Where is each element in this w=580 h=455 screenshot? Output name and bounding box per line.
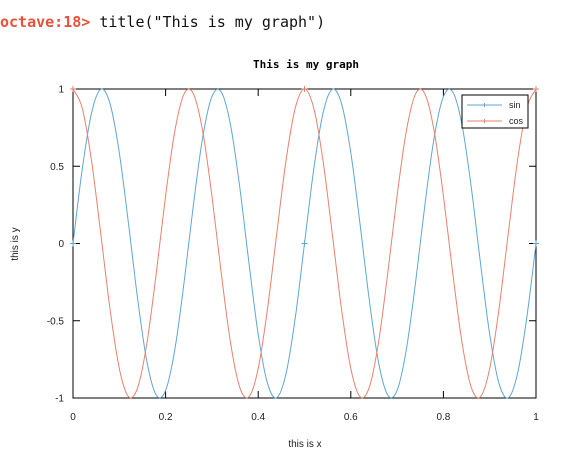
y-tick-label-0: -1 bbox=[55, 394, 64, 405]
y-tick-label-1: -0.5 bbox=[47, 316, 65, 327]
plot-area: 0 0.2 0.4 0.6 0.8 1 -1 -0.5 0 0.5 1 bbox=[47, 85, 539, 424]
console-command: title("This is my graph") bbox=[99, 13, 326, 31]
x-tick-label-5: 1 bbox=[533, 412, 539, 423]
x-axis-label: this is x bbox=[288, 439, 321, 450]
console-prompt: octave:18> bbox=[0, 13, 91, 31]
x-tick-label-0: 0 bbox=[70, 412, 76, 423]
chart-title: This is my graph bbox=[253, 58, 359, 71]
legend-label-sin: sin bbox=[509, 100, 521, 110]
x-tick-label-1: 0.2 bbox=[159, 412, 173, 423]
y-tick-label-4: 1 bbox=[58, 85, 64, 96]
legend-box bbox=[461, 94, 529, 129]
y-tick-label-2: 0 bbox=[58, 239, 64, 250]
legend-label-cos: cos bbox=[509, 116, 524, 126]
legend: sin cos bbox=[461, 94, 529, 129]
y-axis-label: this is y bbox=[10, 227, 21, 260]
x-tick-label-2: 0.4 bbox=[251, 412, 265, 423]
y-tick-label-3: 0.5 bbox=[50, 162, 64, 173]
x-tick-label-3: 0.6 bbox=[344, 412, 358, 423]
x-tick-label-4: 0.8 bbox=[436, 412, 450, 423]
octave-console-line: octave:18> title("This is my graph") bbox=[0, 13, 325, 31]
